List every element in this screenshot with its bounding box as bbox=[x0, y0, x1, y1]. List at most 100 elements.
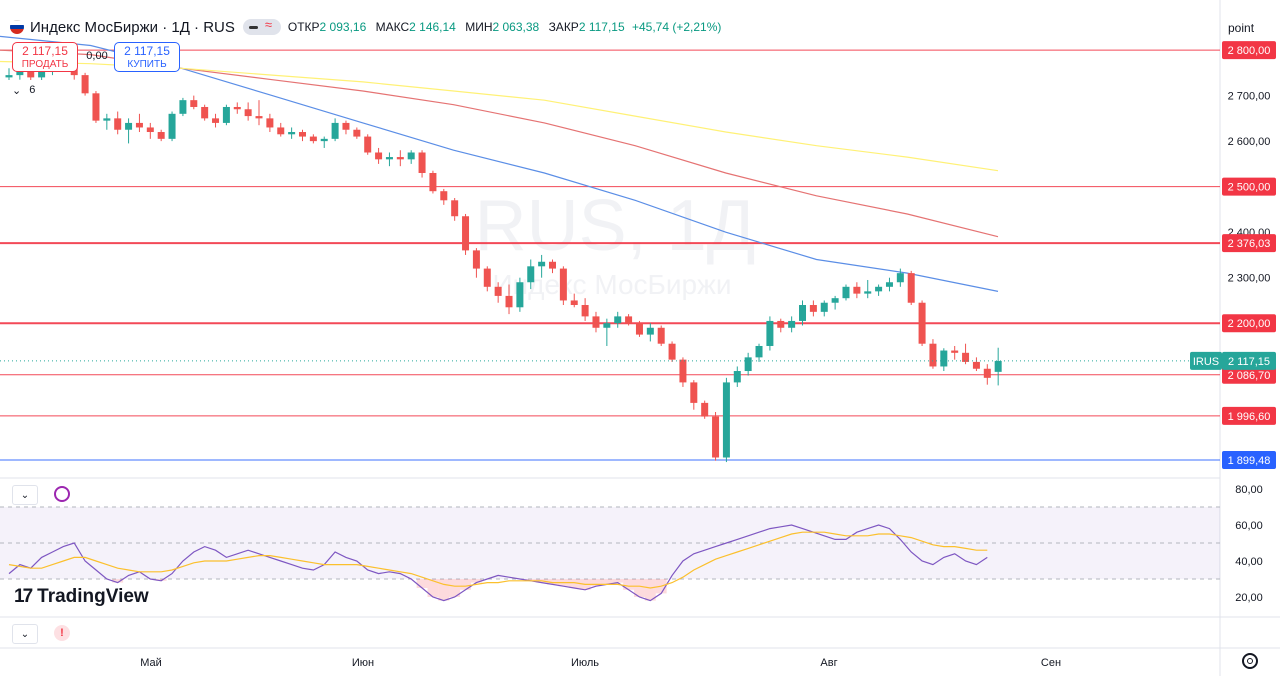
price-level-tag-label: 2 800,00 bbox=[1228, 45, 1271, 57]
candle-body bbox=[288, 132, 296, 135]
rsi-oversold-fill bbox=[155, 579, 167, 581]
rsi-oversold-fill bbox=[438, 579, 450, 601]
candle-body bbox=[842, 286, 850, 299]
rsi-oversold-fill bbox=[470, 579, 482, 583]
candle-body bbox=[853, 286, 861, 294]
candle-body bbox=[320, 138, 328, 142]
price-level-tag-label: 1 996,60 bbox=[1228, 411, 1271, 423]
candle-body bbox=[614, 316, 622, 324]
candle-body bbox=[755, 345, 763, 358]
candle-body bbox=[592, 316, 600, 328]
symbol-legend: Индекс МосБиржи · 1Д · RUS ≈ ОТКР2 093,1… bbox=[10, 17, 721, 37]
candle-body bbox=[864, 291, 872, 294]
candle-body bbox=[744, 357, 752, 372]
price-level-tag-label: 2 086,70 bbox=[1228, 370, 1271, 382]
symbol-title[interactable]: Индекс МосБиржи · 1Д · RUS bbox=[30, 18, 235, 36]
rsi-oversold-fill bbox=[460, 579, 471, 590]
candle-body bbox=[516, 282, 524, 308]
candle-body bbox=[451, 200, 459, 217]
open-key: ОТКР bbox=[287, 20, 320, 34]
market-status-pill[interactable]: ≈ bbox=[242, 17, 281, 35]
rsi-oversold-fill bbox=[112, 579, 124, 583]
rsi-tick-label: 60,00 bbox=[1235, 520, 1263, 532]
candle-body bbox=[407, 152, 415, 160]
candle-body bbox=[483, 268, 491, 287]
price-axis[interactable]: 2 800,002 700,002 600,002 500,002 400,00… bbox=[1190, 41, 1276, 470]
candle-body bbox=[212, 118, 220, 123]
candle-body bbox=[27, 68, 35, 78]
price-level-tag bbox=[1222, 41, 1276, 60]
candle-body bbox=[125, 122, 133, 130]
time-tick-label: Июн bbox=[352, 657, 374, 669]
watermark-symbol: RUS, 1Д bbox=[475, 186, 756, 266]
candle-body bbox=[538, 261, 546, 267]
low-value: 2 063,38 bbox=[492, 20, 540, 34]
refresh-icon[interactable] bbox=[54, 486, 70, 502]
candle-body bbox=[146, 127, 154, 133]
candle-body bbox=[809, 305, 817, 312]
buy-button[interactable]: 2 117,15 КУПИТЬ bbox=[114, 42, 180, 72]
candle-body bbox=[820, 302, 828, 312]
candle-body bbox=[679, 359, 687, 383]
price-tick-label: 2 600,00 bbox=[1228, 136, 1271, 148]
candle-body bbox=[646, 327, 654, 335]
indicators-toggle[interactable]: ⌄ 6 bbox=[8, 80, 46, 100]
russia-flag-icon bbox=[10, 20, 24, 34]
candle-body bbox=[875, 286, 883, 292]
sell-button[interactable]: 2 117,15 ПРОДАТЬ bbox=[12, 42, 78, 72]
candle-body bbox=[788, 320, 796, 328]
candle-body bbox=[494, 286, 502, 296]
candle-body bbox=[298, 132, 306, 137]
alert-icon[interactable]: ! bbox=[54, 625, 70, 641]
candle-body bbox=[570, 300, 578, 306]
candle-body bbox=[777, 320, 785, 328]
candle-body bbox=[233, 106, 241, 110]
candle-body bbox=[5, 75, 13, 78]
tradingview-logo[interactable]: 17 TradingView bbox=[14, 586, 149, 608]
candle-body bbox=[396, 157, 404, 160]
buy-label: КУПИТЬ bbox=[127, 59, 167, 70]
candle-body bbox=[472, 250, 480, 269]
candle-body bbox=[625, 316, 633, 324]
candle-body bbox=[353, 129, 361, 137]
candle-body bbox=[994, 360, 1002, 372]
candle-body bbox=[831, 298, 839, 303]
price-level-tag-label: 2 500,00 bbox=[1228, 182, 1271, 194]
flag-stripe bbox=[10, 20, 24, 25]
wave-icon: ≈ bbox=[264, 17, 273, 32]
time-tick-label: Авг bbox=[820, 657, 837, 669]
rsi-oversold-fill bbox=[416, 579, 428, 588]
candle-body bbox=[951, 350, 959, 353]
candle-body bbox=[505, 295, 513, 308]
rsi-oversold-fill bbox=[601, 579, 613, 585]
candle-body bbox=[690, 382, 698, 403]
candle-body bbox=[527, 266, 535, 283]
candle-body bbox=[179, 100, 187, 114]
price-unit[interactable]: point bbox=[1228, 21, 1255, 35]
rsi-collapse-button[interactable]: ⌄ bbox=[12, 485, 38, 505]
rsi-oversold-fill bbox=[449, 579, 461, 597]
candle-body bbox=[668, 343, 676, 360]
ohlc-values: ОТКР2 093,16 МАКС2 146,14 МИН2 063,38 ЗА… bbox=[288, 20, 722, 34]
candle-body bbox=[940, 350, 948, 367]
candle-body bbox=[766, 320, 774, 346]
time-axis[interactable]: Май Июн Июль Авг Сен bbox=[140, 657, 1061, 669]
candle-body bbox=[462, 216, 470, 251]
rsi-oversold-fill bbox=[644, 579, 656, 601]
rsi-axis[interactable]: 80,00 60,00 40,00 20,00 bbox=[1235, 484, 1263, 604]
rsi-pane bbox=[0, 506, 1220, 602]
candle-body bbox=[168, 113, 176, 139]
candle-body bbox=[103, 118, 111, 121]
gear-icon[interactable] bbox=[1242, 653, 1258, 669]
candle-body bbox=[135, 122, 143, 128]
price-level-tag-label: 1 899,48 bbox=[1228, 455, 1271, 467]
candle-body bbox=[201, 106, 209, 119]
time-tick-label: Май bbox=[140, 657, 162, 669]
candle-body bbox=[418, 152, 426, 173]
rsi-oversold-fill bbox=[568, 579, 580, 588]
tradingview-logo-icon: 17 bbox=[14, 586, 33, 607]
bottom-collapse-button[interactable]: ⌄ bbox=[12, 624, 38, 644]
